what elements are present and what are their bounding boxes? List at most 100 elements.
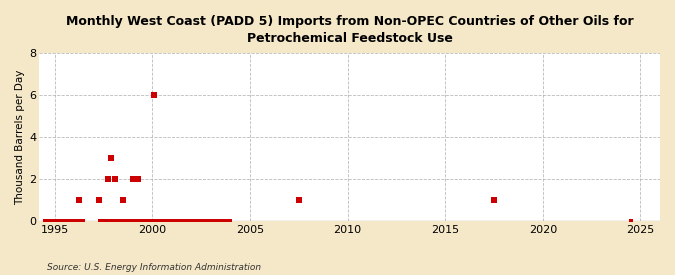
Point [219, 219, 230, 223]
Point [159, 219, 170, 223]
Point [117, 219, 128, 223]
Point [162, 219, 173, 223]
Point [41, 219, 52, 223]
Point [172, 219, 183, 223]
Point [186, 219, 197, 223]
Point [217, 219, 228, 223]
Point [201, 219, 212, 223]
Point [126, 219, 136, 223]
Point [171, 219, 182, 223]
Point [139, 219, 150, 223]
Point [216, 219, 227, 223]
Point [194, 219, 205, 223]
Point [183, 219, 194, 223]
Point [205, 219, 216, 223]
Point [103, 219, 113, 223]
Point [190, 219, 200, 223]
Point [187, 219, 198, 223]
Point [136, 219, 146, 223]
Point [197, 219, 208, 223]
Point [61, 219, 72, 223]
Point [111, 219, 122, 223]
Point [215, 219, 225, 223]
Point [131, 219, 142, 223]
Point [179, 219, 190, 223]
Point [141, 219, 152, 223]
Point [155, 219, 165, 223]
Point [57, 219, 68, 223]
Point [149, 219, 160, 223]
Point [47, 219, 57, 223]
Point [132, 219, 142, 223]
Point [163, 219, 173, 223]
Point [210, 219, 221, 223]
Point [75, 219, 86, 223]
Point [130, 219, 141, 223]
Point [106, 219, 117, 223]
Point [40, 219, 51, 223]
Point [180, 219, 191, 223]
Point [132, 177, 143, 181]
Point [176, 219, 186, 223]
Point [148, 93, 159, 97]
Point [116, 219, 127, 223]
Point [205, 219, 215, 223]
Point [103, 177, 114, 181]
Point [117, 198, 128, 202]
Point [184, 219, 195, 223]
Point [200, 219, 211, 223]
Point [152, 219, 163, 223]
Point [182, 219, 193, 223]
Point [142, 219, 153, 223]
Point [70, 219, 81, 223]
Y-axis label: Thousand Barrels per Day: Thousand Barrels per Day [15, 69, 25, 205]
Point [140, 219, 151, 223]
Point [161, 219, 171, 223]
Point [78, 219, 88, 223]
Point [199, 219, 210, 223]
Point [174, 219, 185, 223]
Point [160, 219, 171, 223]
Point [109, 219, 120, 223]
Point [192, 219, 202, 223]
Point [45, 219, 55, 223]
Point [153, 219, 164, 223]
Point [115, 219, 126, 223]
Point [65, 219, 76, 223]
Point [97, 219, 108, 223]
Point [198, 219, 209, 223]
Point [99, 219, 109, 223]
Point [146, 219, 157, 223]
Point [167, 219, 178, 223]
Point [95, 219, 105, 223]
Point [207, 219, 218, 223]
Point [105, 219, 116, 223]
Point [212, 219, 223, 223]
Point [180, 219, 190, 223]
Point [151, 219, 161, 223]
Point [72, 219, 83, 223]
Point [101, 219, 111, 223]
Point [165, 219, 176, 223]
Point [206, 219, 217, 223]
Point [196, 219, 207, 223]
Point [126, 219, 137, 223]
Point [100, 219, 111, 223]
Point [161, 219, 172, 223]
Point [74, 219, 84, 223]
Point [67, 219, 78, 223]
Point [195, 219, 206, 223]
Point [122, 219, 133, 223]
Point [55, 219, 66, 223]
Point [65, 219, 76, 223]
Point [113, 219, 124, 223]
Point [220, 219, 231, 223]
Point [42, 219, 53, 223]
Point [158, 219, 169, 223]
Point [107, 219, 118, 223]
Point [130, 219, 140, 223]
Point [224, 219, 235, 223]
Point [103, 219, 114, 223]
Point [55, 219, 65, 223]
Point [156, 219, 167, 223]
